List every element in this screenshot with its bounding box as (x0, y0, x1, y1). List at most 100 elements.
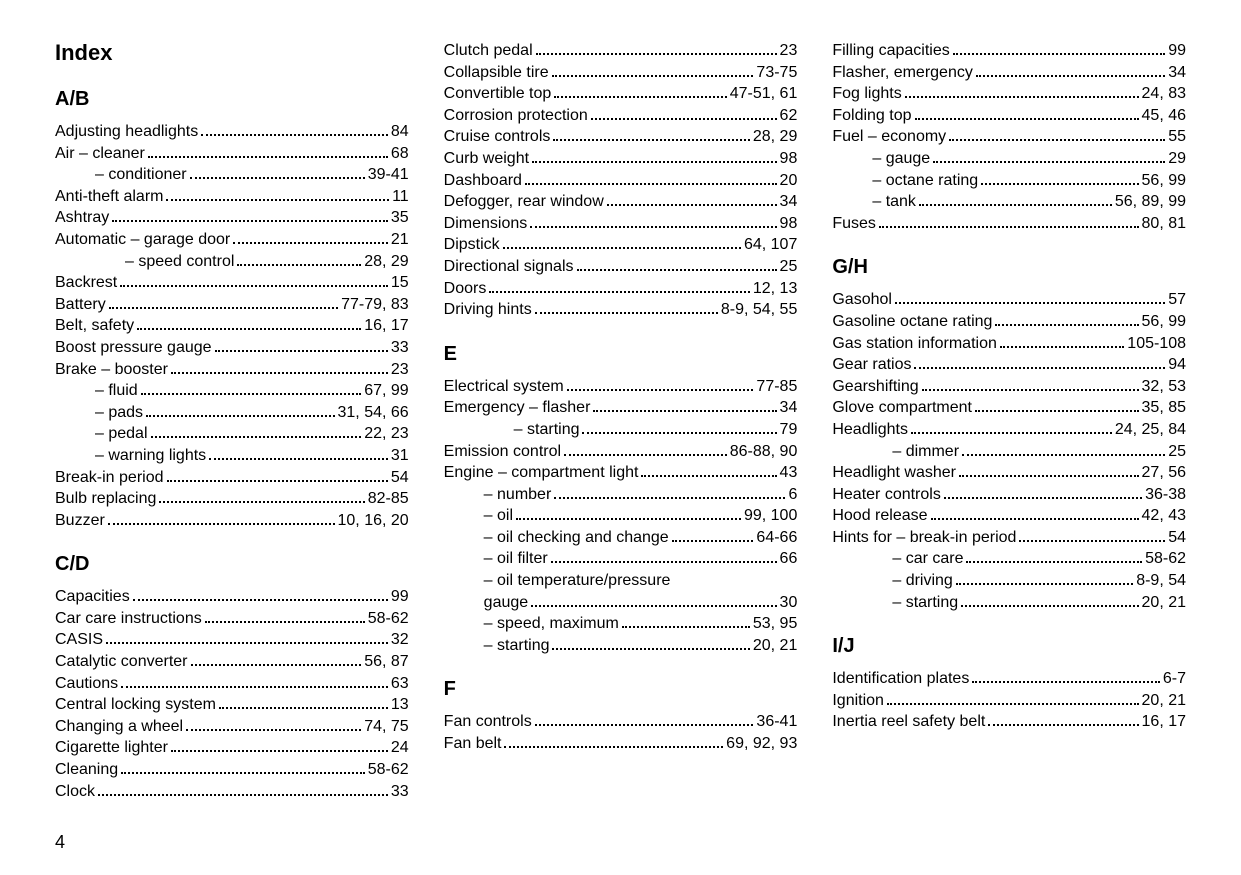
index-entry: Bulb replacing 82-85 (55, 488, 409, 510)
entry-page: 32, 53 (1142, 376, 1186, 398)
entry-label: Bulb replacing (55, 488, 156, 510)
leader-dots (219, 707, 388, 709)
entry-page: 63 (391, 673, 409, 695)
entry-label: Automatic – garage door (55, 229, 230, 251)
leader-dots (109, 307, 338, 309)
entry-label: Flasher, emergency (832, 62, 973, 84)
entry-label: Ashtray (55, 207, 109, 229)
entry-page: 23 (391, 359, 409, 381)
leader-dots (887, 703, 1139, 705)
index-entry: Directional signals 25 (444, 256, 798, 278)
leader-dots (593, 410, 776, 412)
entry-label: – starting (484, 635, 550, 657)
leader-dots (995, 324, 1138, 326)
leader-dots (607, 204, 777, 206)
entry-label: – gauge (872, 148, 930, 170)
index-entry: Fan belt 69, 92, 93 (444, 733, 798, 755)
entry-page: 47-51, 61 (730, 83, 798, 105)
entry-label: Cleaning (55, 759, 118, 781)
index-entry: Inertia reel safety belt 16, 17 (832, 711, 1186, 733)
index-entry: – driving 8-9, 54 (832, 570, 1186, 592)
entry-page: 13 (391, 694, 409, 716)
entry-page: 25 (780, 256, 798, 278)
entry-label: Corrosion protection (444, 105, 588, 127)
index-entry: – starting 20, 21 (444, 635, 798, 657)
index-entry: Curb weight 98 (444, 148, 798, 170)
leader-dots (108, 523, 335, 525)
section-heading: A/B (55, 88, 409, 111)
entry-page: 32 (391, 629, 409, 651)
entry-label: Curb weight (444, 148, 529, 170)
entry-page: 20, 21 (1142, 690, 1186, 712)
index-entry: Buzzer 10, 16, 20 (55, 510, 409, 532)
entry-label: Ignition (832, 690, 884, 712)
index-entry: Central locking system 13 (55, 694, 409, 716)
entry-page: 16, 17 (364, 315, 408, 337)
entry-page: 58-62 (1145, 548, 1186, 570)
entry-page: 54 (1168, 527, 1186, 549)
entry-label: – oil temperature/pressure (484, 570, 671, 592)
index-entry: Cigarette lighter 24 (55, 737, 409, 759)
entry-page: 30 (780, 592, 798, 614)
entry-label: Dipstick (444, 234, 500, 256)
entry-label: Gasoline octane rating (832, 311, 992, 333)
index-entry: Headlight washer 27, 56 (832, 462, 1186, 484)
entry-page: 58-62 (368, 608, 409, 630)
entry-label: Folding top (832, 105, 911, 127)
entry-label: Changing a wheel (55, 716, 183, 738)
entry-label: Identification plates (832, 668, 969, 690)
leader-dots (554, 497, 785, 499)
index-entry: Gasoline octane rating 56, 99 (832, 311, 1186, 333)
leader-dots (1019, 540, 1165, 542)
entry-page: 86-88, 90 (730, 441, 798, 463)
entry-page: 24 (391, 737, 409, 759)
index-entry: – fluid 67, 99 (55, 380, 409, 402)
index-entry: Emission control 86-88, 90 (444, 441, 798, 463)
entry-label: – conditioner (95, 164, 187, 186)
entry-label: Fuses (832, 213, 876, 235)
leader-dots (944, 497, 1142, 499)
leader-dots (933, 161, 1165, 163)
entry-label: – speed control (125, 251, 234, 273)
entry-page: 36-41 (756, 711, 797, 733)
section-heading: G/H (832, 256, 1186, 279)
leader-dots (962, 454, 1165, 456)
index-entry: Battery 77-79, 83 (55, 294, 409, 316)
leader-dots (931, 518, 1139, 520)
leader-dots (564, 454, 727, 456)
leader-dots (112, 220, 388, 222)
leader-dots (531, 605, 776, 607)
leader-dots (167, 480, 388, 482)
entry-label: Driving hints (444, 299, 532, 321)
entry-label: – pedal (95, 423, 148, 445)
index-entry: – warning lights 31 (55, 445, 409, 467)
leader-dots (205, 621, 365, 623)
entry-page: 56, 99 (1142, 311, 1186, 333)
entry-label: Glove compartment (832, 397, 972, 419)
entry-page: 43 (780, 462, 798, 484)
entry-label: – oil (484, 505, 513, 527)
leader-dots (895, 302, 1165, 304)
entry-label: – tank (872, 191, 916, 213)
leader-dots (622, 626, 750, 628)
entry-label: Fuel – economy (832, 126, 946, 148)
entry-label: – car care (892, 548, 963, 570)
entry-page: 94 (1168, 354, 1186, 376)
index-entry: Gear ratios 94 (832, 354, 1186, 376)
entry-label: Brake – booster (55, 359, 168, 381)
leader-dots (171, 750, 388, 752)
index-entry: Dashboard 20 (444, 170, 798, 192)
entry-page: 39-41 (368, 164, 409, 186)
index-entry: Changing a wheel 74, 75 (55, 716, 409, 738)
entry-page: 79 (780, 419, 798, 441)
entry-label: Air – cleaner (55, 143, 145, 165)
entry-label: Car care instructions (55, 608, 202, 630)
entry-page: 99, 100 (744, 505, 797, 527)
leader-dots (961, 605, 1138, 607)
index-title: Index (55, 40, 409, 66)
entry-page: 34 (780, 397, 798, 419)
entry-label: Defogger, rear window (444, 191, 604, 213)
entry-page: 36-38 (1145, 484, 1186, 506)
index-entry: Flasher, emergency 34 (832, 62, 1186, 84)
index-entry: Clutch pedal 23 (444, 40, 798, 62)
